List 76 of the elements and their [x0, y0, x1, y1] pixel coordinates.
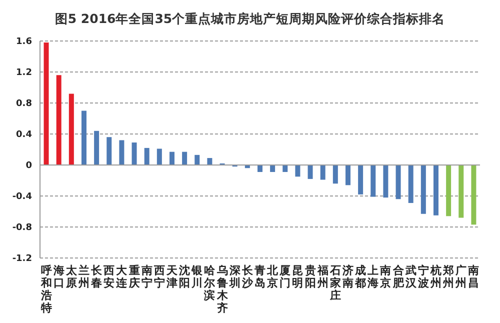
chart-title: 图5 2016年全国35个重点城市房地产短周期风险评价综合指标排名 — [54, 10, 446, 28]
x-tick-label: 长春 — [90, 264, 104, 290]
x-tick-label: 乌鲁木齐 — [216, 264, 229, 314]
x-tick-label: 武汉 — [404, 264, 418, 290]
bar — [106, 137, 112, 165]
x-tick-label: 南京 — [379, 264, 392, 290]
x-tick-label: 南昌 — [467, 264, 480, 290]
bar — [332, 165, 338, 184]
bar — [358, 165, 364, 194]
bar — [257, 165, 262, 172]
y-tick-label: -0.4 — [12, 192, 32, 202]
x-tick-label: 北京 — [266, 264, 280, 290]
x-tick-label: 宁波 — [416, 264, 430, 290]
bar — [458, 165, 464, 218]
y-tick-label: 0.8 — [16, 99, 32, 110]
x-tick-label: 兰州 — [78, 264, 90, 290]
bar — [194, 154, 200, 165]
x-tick-label: 西安 — [102, 264, 115, 290]
x-tick-label: 天津 — [166, 264, 178, 290]
bar — [370, 165, 376, 197]
y-tick-label: 1.2 — [16, 68, 32, 78]
x-tick-label: 昆明 — [292, 264, 304, 290]
bar — [383, 165, 388, 198]
bar — [420, 165, 426, 214]
y-tick-label: 0 — [26, 161, 32, 172]
bar — [156, 148, 162, 165]
x-tick-label: 大连 — [115, 264, 128, 290]
bar — [471, 165, 476, 225]
x-tick-label: 合肥 — [392, 264, 405, 290]
bar — [295, 165, 300, 177]
x-tick-label: 银川 — [190, 264, 204, 290]
x-tick-label: 厦门 — [278, 264, 291, 290]
x-tick-label: 上海 — [366, 264, 379, 290]
bar — [270, 165, 276, 172]
bar — [207, 158, 212, 165]
y-tick-label: 0.4 — [16, 130, 32, 140]
y-tick-label: 1.6 — [16, 37, 32, 48]
bar — [182, 152, 188, 165]
bar — [433, 165, 438, 216]
bar — [132, 142, 137, 165]
x-tick-label: 呼和浩特 — [40, 264, 52, 314]
x-tick-label: 长沙 — [240, 264, 254, 290]
x-tick-label: 海口 — [52, 264, 64, 290]
x-tick-label: 重庆 — [128, 264, 140, 290]
bar — [320, 165, 326, 180]
x-tick-label: 广州 — [454, 264, 467, 290]
x-tick-label: 成都 — [354, 264, 366, 290]
bar — [345, 165, 350, 186]
bar — [169, 152, 174, 165]
bar — [408, 165, 414, 203]
bar — [81, 110, 86, 165]
bar — [308, 165, 313, 179]
bar — [144, 148, 150, 165]
y-tick-label: -0.8 — [12, 223, 32, 234]
x-tick-label: 贵阳 — [304, 264, 316, 290]
x-tick-label: 深圳 — [228, 264, 242, 290]
y-tick-label: -1.2 — [12, 254, 32, 264]
x-tick-label: 杭州 — [430, 264, 442, 290]
x-tick-label: 南宁 — [140, 264, 152, 290]
x-tick-label: 青岛 — [254, 264, 266, 290]
bar — [282, 165, 288, 172]
bar — [94, 130, 100, 165]
bar — [119, 140, 124, 165]
bar — [68, 94, 74, 165]
bar — [396, 165, 401, 200]
x-tick-label: 济南 — [342, 264, 354, 290]
bar — [56, 75, 62, 165]
bar — [44, 42, 49, 165]
x-tick-label: 沈阳 — [178, 264, 190, 290]
x-tick-label: 太原 — [64, 264, 78, 290]
x-tick-label: 郑州 — [442, 264, 454, 290]
x-tick-label: 西宁 — [152, 264, 165, 290]
bar — [446, 165, 452, 216]
x-tick-label: 哈尔滨 — [203, 264, 216, 302]
x-tick-label: 福州 — [316, 264, 328, 290]
x-tick-label: 石家庄 — [328, 264, 341, 302]
